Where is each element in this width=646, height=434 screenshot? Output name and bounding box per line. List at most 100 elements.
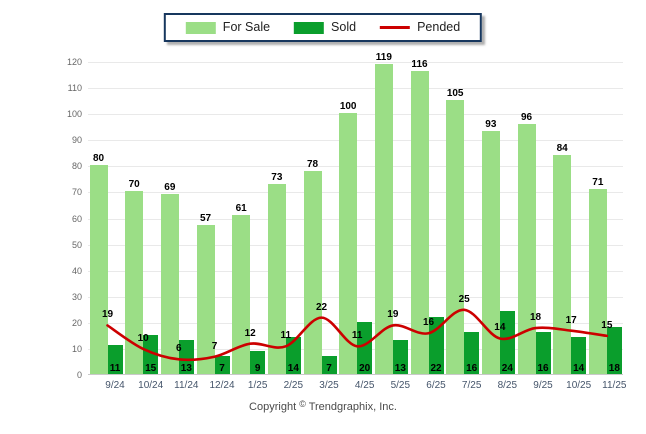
pended-value-label: 14	[494, 322, 506, 334]
sold-value-label: 20	[359, 363, 371, 374]
for-sale-bar	[517, 123, 536, 374]
for-sale-value-label: 100	[339, 101, 357, 113]
sold-value-label: 14	[287, 363, 299, 374]
y-tick-label: 10	[71, 343, 82, 354]
x-tick-label: 10/24	[138, 380, 164, 391]
x-tick-label: 9/24	[105, 380, 125, 391]
sold-value-label: 9	[254, 363, 261, 374]
y-tick-label: 20	[71, 317, 82, 328]
sold-bar	[606, 327, 622, 374]
pended-value-label: 10	[137, 332, 149, 344]
y-tick-label: 90	[71, 135, 82, 146]
y-tick-label: 110	[67, 83, 82, 94]
for-sale-value-label: 70	[128, 179, 140, 191]
pended-value-label: 16	[422, 317, 435, 329]
for-sale-bar	[125, 191, 144, 374]
y-tick-label: 80	[71, 161, 82, 172]
pended-value-label: 19	[101, 309, 114, 321]
sold-value-label: 13	[394, 363, 406, 374]
legend: For Sale Sold Pended	[163, 13, 483, 42]
x-tick-label: 8/25	[497, 380, 518, 391]
y-tick-label: 70	[71, 187, 82, 198]
legend-label-for-sale: For Sale	[222, 20, 271, 35]
x-tick-label: 2/25	[283, 380, 304, 391]
for-sale-bar	[374, 63, 393, 374]
sold-value-label: 7	[326, 363, 332, 374]
pended-value-label: 6	[176, 343, 182, 355]
copyright-text: Copyright © Trendgraphix, Inc.	[249, 399, 397, 413]
y-tick-label: 40	[71, 265, 82, 276]
pended-value-label: 22	[315, 301, 328, 313]
pended-value-label: 19	[387, 309, 399, 321]
legend-item-for-sale: For Sale	[185, 20, 271, 35]
x-tick-label: 11/25	[602, 380, 627, 391]
sold-value-label: 11	[109, 363, 121, 374]
x-tick-label: 11/24	[174, 380, 199, 391]
for-sale-value-label: 71	[592, 176, 604, 188]
for-sale-bar	[481, 131, 500, 374]
for-sale-bar	[303, 170, 322, 374]
y-tick-label: 120	[66, 57, 82, 67]
sold-value-label: 16	[466, 363, 478, 374]
for-sale-value-label: 61	[235, 202, 247, 214]
legend-item-pended: Pended	[380, 21, 460, 34]
x-tick-label: 1/25	[247, 380, 268, 391]
y-tick-label: 100	[66, 109, 82, 120]
pended-value-label: 17	[565, 314, 577, 326]
for-sale-value-label: 69	[164, 182, 176, 194]
x-tick-label: 12/24	[209, 380, 235, 391]
for-sale-bar	[89, 165, 108, 374]
x-tick-label: 3/25	[319, 380, 339, 391]
for-sale-value-label: 80	[92, 153, 105, 165]
pended-line-swatch-icon	[380, 26, 411, 29]
sold-value-label: 15	[145, 363, 157, 374]
sold-value-label: 24	[501, 363, 513, 374]
y-tick-label: 50	[71, 239, 82, 250]
for-sale-value-label: 73	[271, 171, 283, 183]
legend-item-sold: Sold	[294, 21, 356, 34]
pended-value-label: 7	[211, 340, 218, 352]
for-sale-value-label: 116	[411, 59, 428, 71]
x-tick-label: 4/25	[354, 380, 375, 391]
for-sale-value-label: 119	[375, 51, 392, 63]
sold-value-label: 7	[219, 363, 225, 374]
for-sale-value-label: 84	[556, 142, 568, 154]
y-tick-label: 0	[76, 370, 82, 380]
for-sale-bar	[553, 154, 572, 374]
x-tick-label: 5/25	[390, 380, 411, 391]
sold-value-label: 18	[608, 363, 620, 374]
y-tick-label: 30	[71, 291, 82, 302]
for-sale-value-label: 78	[306, 158, 319, 170]
sold-value-label: 14	[573, 363, 585, 374]
for-sale-bar	[588, 188, 607, 374]
x-tick-label: 10/25	[566, 380, 592, 391]
for-sale-value-label: 93	[485, 119, 497, 131]
for-sale-bar	[446, 100, 465, 374]
plot-area: 0 10 20 30 40 50 60 70 80 90 100 110 120 80 11 19 9/24 70…	[67, 52, 627, 391]
gridline	[88, 88, 623, 90]
legend-label-sold: Sold	[331, 20, 357, 35]
x-tick-label: 7/25	[461, 380, 482, 391]
copyright-icon: ©	[299, 399, 306, 409]
sold-value-label: 16	[537, 363, 549, 374]
for-sale-swatch-icon	[185, 21, 216, 34]
sold-value-label: 22	[430, 363, 442, 374]
x-tick-label: 9/25	[533, 380, 553, 391]
pended-value-label: 18	[529, 312, 542, 324]
for-sale-bar	[232, 214, 251, 374]
for-sale-value-label: 105	[446, 88, 464, 100]
x-tick-label: 6/25	[426, 380, 446, 391]
pended-value-label: 15	[601, 319, 613, 331]
x-axis-line	[88, 374, 623, 375]
y-tick-label: 60	[71, 213, 82, 224]
pended-value-label: 11	[280, 330, 292, 342]
for-sale-bar	[267, 183, 286, 374]
for-sale-value-label: 57	[199, 213, 212, 225]
pended-value-label: 25	[458, 293, 470, 305]
sold-swatch-icon	[294, 21, 325, 34]
sold-value-label: 13	[180, 363, 192, 374]
pended-value-label: 11	[351, 330, 363, 342]
legend-label-pended: Pended	[417, 20, 461, 35]
for-sale-value-label: 96	[520, 111, 533, 123]
